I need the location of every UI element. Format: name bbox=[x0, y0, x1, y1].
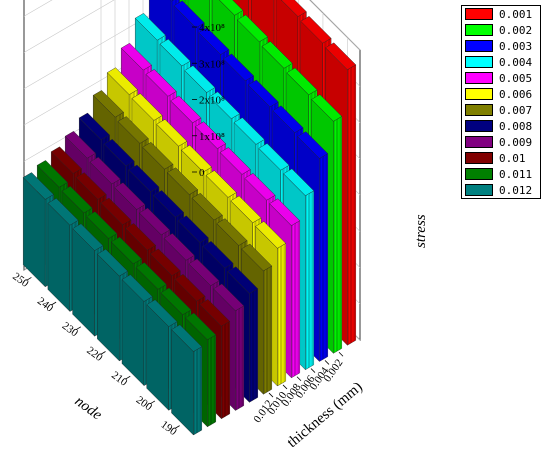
legend-swatch bbox=[465, 168, 493, 180]
legend-swatch bbox=[465, 8, 493, 20]
z-tick-3: 3x10⁸ bbox=[199, 58, 225, 70]
legend-label: 0.007 bbox=[499, 103, 533, 117]
legend-label: 0.008 bbox=[499, 119, 533, 133]
x-tick-mark-5 bbox=[50, 301, 57, 306]
z-axis-label: stress bbox=[413, 214, 429, 248]
legend-label: 0.005 bbox=[499, 71, 533, 85]
legend-item-0.006: 0.006 bbox=[462, 86, 540, 102]
legend-item-0.01: 0.01 bbox=[462, 150, 540, 166]
legend-item-0.004: 0.004 bbox=[462, 54, 540, 70]
z-tick-2: 2x10⁸ bbox=[199, 95, 225, 107]
legend-item-0.008: 0.008 bbox=[462, 118, 540, 134]
legend: 0.001 0.002 0.003 0.004 0.005 0.006 0.007 0.008… bbox=[461, 5, 541, 199]
y-tick-mark-5 bbox=[268, 392, 274, 398]
legend-item-0.005: 0.005 bbox=[462, 70, 540, 86]
x-tick-200: 200 bbox=[134, 394, 155, 414]
legend-label: 0.012 bbox=[499, 183, 533, 197]
legend-label: 0.011 bbox=[499, 167, 533, 181]
x-tick-mark-1 bbox=[149, 400, 156, 405]
legend-item-0.002: 0.002 bbox=[462, 22, 540, 38]
legend-label: 0.009 bbox=[499, 135, 533, 149]
y-tick-mark-4 bbox=[282, 384, 288, 390]
legend-item-0.011: 0.011 bbox=[462, 166, 540, 182]
z-tick-4: 4x10⁸ bbox=[199, 22, 225, 34]
z-tick-0: 0 bbox=[199, 167, 205, 179]
legend-swatch bbox=[465, 152, 493, 164]
y-tick-mark-3 bbox=[296, 376, 302, 382]
legend-swatch bbox=[465, 56, 493, 68]
series-0.012 bbox=[22, 172, 203, 436]
legend-label: 0.002 bbox=[499, 23, 533, 37]
y-tick-mark-0 bbox=[338, 351, 344, 357]
legend-label: 0.001 bbox=[499, 7, 533, 21]
bar-0.012-190 bbox=[171, 324, 203, 436]
legend-swatch bbox=[465, 184, 493, 196]
legend-swatch bbox=[465, 120, 493, 132]
legend-swatch bbox=[465, 40, 493, 52]
x-tick-240: 240 bbox=[35, 295, 56, 315]
legend-swatch bbox=[465, 104, 493, 116]
legend-swatch bbox=[465, 24, 493, 36]
legend-swatch bbox=[465, 72, 493, 84]
legend-label: 0.01 bbox=[499, 151, 526, 165]
legend-item-0.012: 0.012 bbox=[462, 182, 540, 198]
x-tick-mark-2 bbox=[125, 375, 131, 380]
x-tick-190: 190 bbox=[158, 419, 179, 439]
legend-label: 0.003 bbox=[499, 39, 533, 53]
legend-item-0.001: 0.001 bbox=[462, 6, 540, 22]
x-tick-210: 210 bbox=[109, 369, 130, 389]
x-axis-label: node bbox=[72, 393, 105, 423]
x-tick-mark-6 bbox=[26, 277, 32, 281]
x-tick-250: 250 bbox=[10, 270, 31, 290]
x-tick-220: 220 bbox=[84, 345, 105, 365]
legend-item-0.007: 0.007 bbox=[462, 102, 540, 118]
legend-label: 0.006 bbox=[499, 87, 533, 101]
y-tick-mark-1 bbox=[324, 360, 330, 365]
x-tick-mark-3 bbox=[100, 351, 106, 355]
legend-swatch bbox=[465, 88, 493, 100]
x-tick-230: 230 bbox=[60, 320, 81, 340]
legend-swatch bbox=[465, 136, 493, 148]
x-tick-mark-4 bbox=[75, 326, 82, 331]
legend-item-0.003: 0.003 bbox=[462, 38, 540, 54]
x-tick-mark-0 bbox=[174, 425, 180, 429]
plot-bars bbox=[22, 0, 357, 436]
legend-item-0.009: 0.009 bbox=[462, 134, 540, 150]
z-tick-1: 1x10⁸ bbox=[199, 131, 225, 143]
y-tick-mark-2 bbox=[310, 368, 316, 373]
legend-label: 0.004 bbox=[499, 55, 533, 69]
